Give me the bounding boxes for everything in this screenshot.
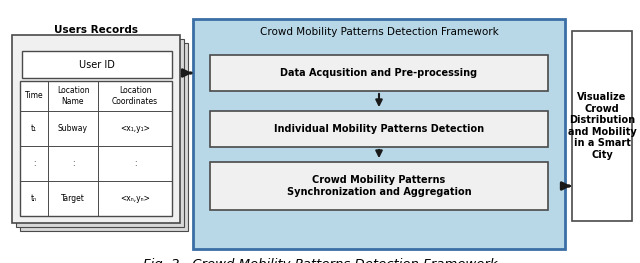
Bar — [210, 55, 548, 91]
Text: Crowd Mobility Patterns
Synchronization and Aggregation: Crowd Mobility Patterns Synchronization … — [287, 175, 471, 197]
Text: User ID: User ID — [79, 59, 115, 69]
Text: Subway: Subway — [58, 124, 88, 133]
Text: t₁: t₁ — [31, 124, 37, 133]
Bar — [210, 162, 548, 210]
Text: Visualize
Crowd
Distribution
and Mobility
in a Smart
City: Visualize Crowd Distribution and Mobilit… — [568, 92, 636, 160]
Bar — [20, 81, 172, 216]
Text: Users Records: Users Records — [54, 25, 138, 35]
Text: Crowd Mobility Patterns Detection Framework: Crowd Mobility Patterns Detection Framew… — [260, 27, 499, 37]
Text: Location
Name: Location Name — [57, 86, 89, 106]
Bar — [210, 111, 548, 147]
Bar — [193, 19, 565, 249]
Text: tₙ: tₙ — [31, 194, 37, 203]
Text: :: : — [134, 159, 136, 168]
Text: <x₁,y₁>: <x₁,y₁> — [120, 124, 150, 133]
Text: Data Acqusition and Pre-processing: Data Acqusition and Pre-processing — [280, 68, 477, 78]
Text: Individual Mobility Patterns Detection: Individual Mobility Patterns Detection — [274, 124, 484, 134]
Text: Target: Target — [61, 194, 85, 203]
Bar — [20, 43, 188, 231]
Bar — [16, 39, 184, 227]
Bar — [572, 31, 632, 221]
Text: Fig. 2   Crowd Mobility Patterns Detection Framework: Fig. 2 Crowd Mobility Patterns Detection… — [143, 258, 497, 263]
Text: Time: Time — [25, 92, 44, 100]
Text: Location
Coordinates: Location Coordinates — [112, 86, 158, 106]
Bar — [12, 35, 180, 223]
Text: :: : — [33, 159, 35, 168]
Text: <xₙ,yₙ>: <xₙ,yₙ> — [120, 194, 150, 203]
Text: :: : — [72, 159, 74, 168]
Bar — [22, 51, 172, 78]
